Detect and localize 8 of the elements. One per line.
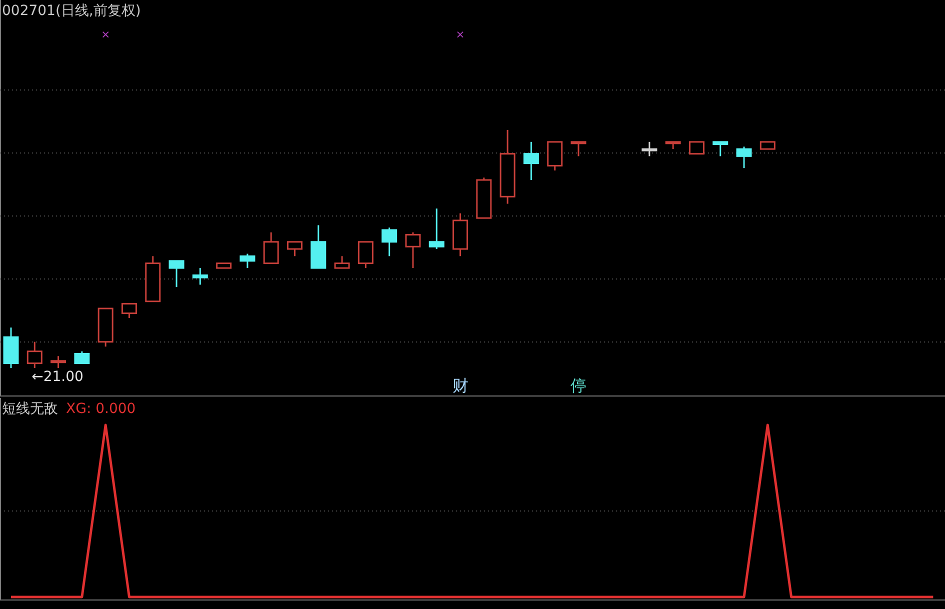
text: 财 xyxy=(452,376,468,395)
text: × xyxy=(456,28,465,41)
chart-title: 短线无敌 xyxy=(2,401,58,417)
text: XG: 0.000 xyxy=(66,401,136,417)
text: ←21.00 xyxy=(32,369,84,385)
text: 停 xyxy=(570,376,586,395)
chart-title: 002701(日线,前复权) xyxy=(2,3,141,19)
text: × xyxy=(100,28,110,41)
